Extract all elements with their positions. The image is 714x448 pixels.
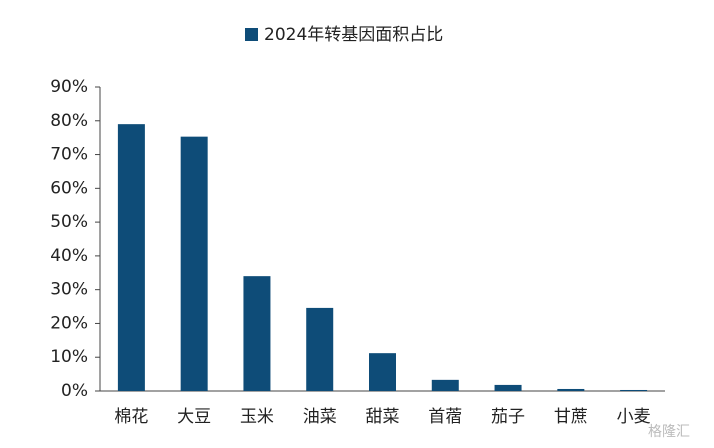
x-tick-label: 甜菜 — [366, 407, 400, 427]
x-tick-label: 甘蔗 — [554, 407, 588, 427]
bar — [306, 307, 334, 391]
x-tick-label: 油菜 — [303, 407, 337, 427]
y-tick-label: 10% — [50, 347, 88, 367]
bar — [243, 276, 271, 391]
x-tick-label: 玉米 — [240, 407, 274, 427]
bar — [494, 384, 522, 391]
x-tick-label: 棉花 — [114, 407, 148, 427]
y-tick-label: 0% — [61, 381, 88, 401]
bar — [180, 136, 208, 391]
legend-swatch — [245, 28, 258, 41]
y-tick-label: 60% — [50, 178, 88, 198]
x-tick-label: 茄子 — [491, 407, 525, 427]
y-tick-label: 80% — [50, 111, 88, 131]
watermark: 格隆汇 — [648, 424, 690, 440]
y-tick-label: 30% — [50, 280, 88, 300]
bar — [117, 124, 145, 392]
y-tick-label: 90% — [50, 77, 88, 97]
bar — [620, 389, 648, 391]
y-tick-label: 70% — [50, 145, 88, 165]
legend-label: 2024年转基因面积占比 — [264, 25, 443, 45]
x-tick-label: 大豆 — [177, 407, 211, 427]
bar — [431, 379, 459, 391]
x-tick-label: 首蓿 — [428, 407, 462, 427]
y-tick-label: 50% — [50, 212, 88, 232]
y-tick-label: 20% — [50, 313, 88, 333]
bar — [369, 353, 396, 391]
bar — [557, 388, 585, 391]
y-tick-label: 40% — [50, 246, 88, 266]
x-tick-label: 小麦 — [617, 407, 651, 427]
